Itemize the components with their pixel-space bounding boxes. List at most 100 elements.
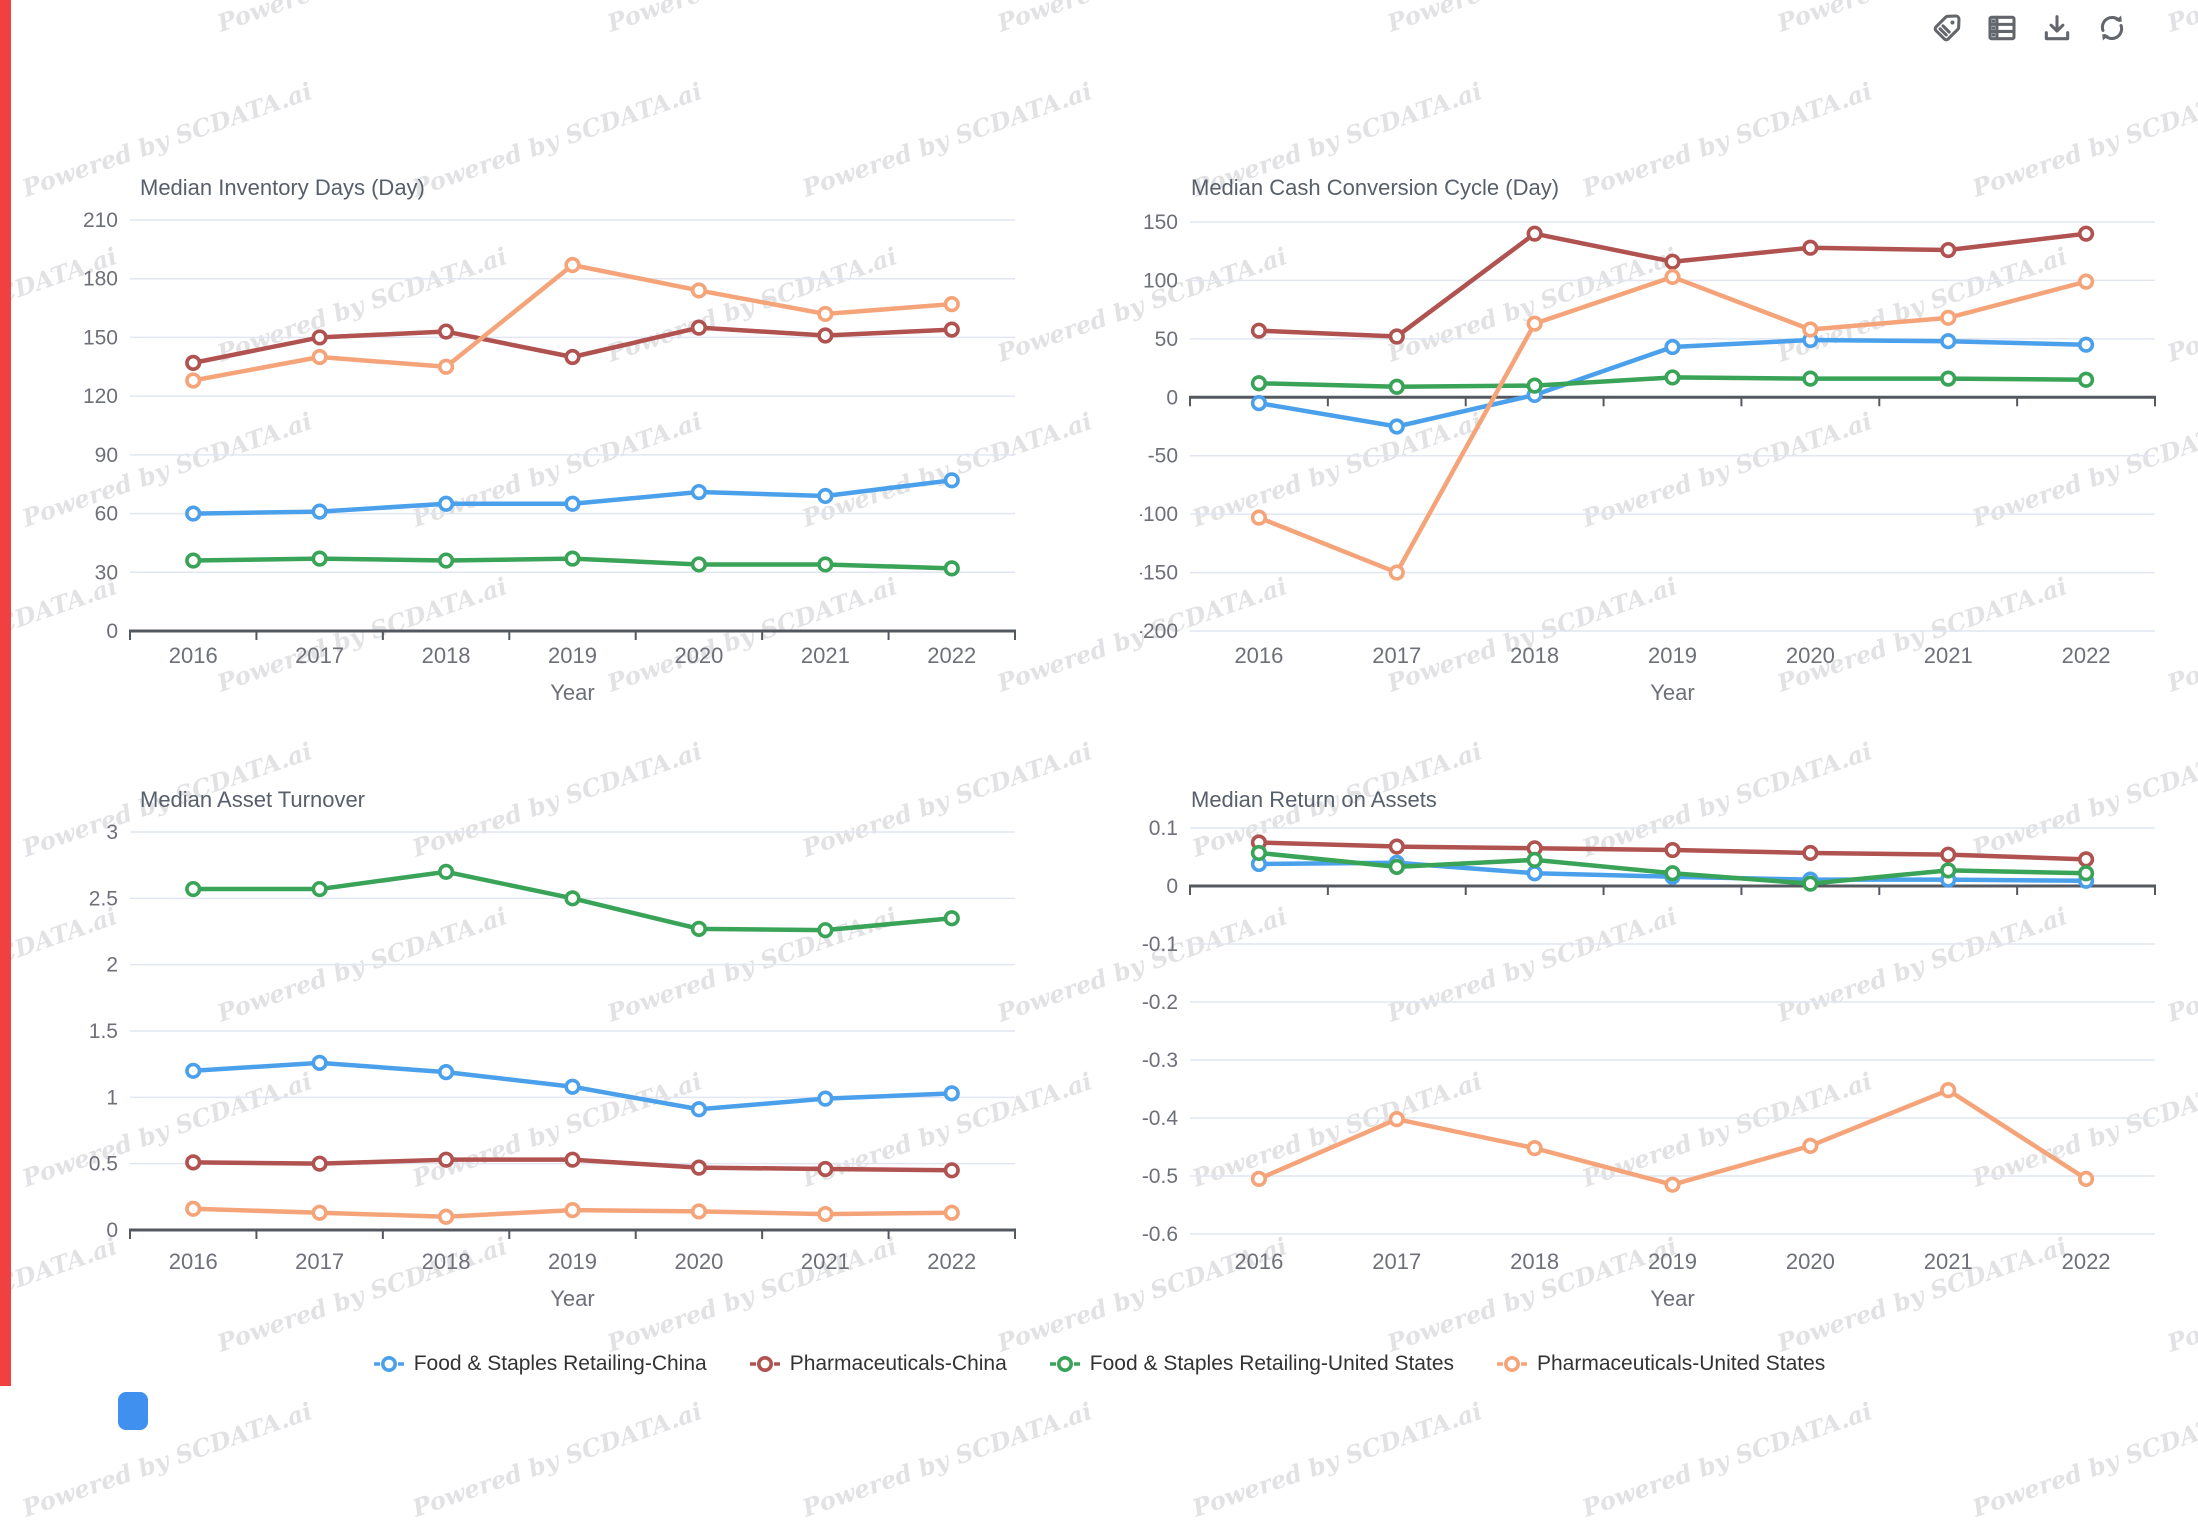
chart-title: Median Asset Turnover [140,787,366,812]
legend-label: Food & Staples Retailing-China [413,1352,707,1375]
watermark-text: Powered by SCDATA.ai [214,0,511,38]
svg-text:2021: 2021 [801,643,850,668]
svg-text:-50: -50 [1148,445,1178,468]
svg-text:2022: 2022 [927,1249,976,1274]
watermark-text: Powered by SCDATA.ai [408,1396,706,1523]
svg-text:-0.6: -0.6 [1142,1223,1178,1246]
x-axis-title: Year [1650,1286,1695,1311]
legend-item[interactable]: Food & Staples Retailing-China [373,1352,707,1376]
svg-text:2020: 2020 [674,643,723,668]
legend: Food & Staples Retailing-China Pharmaceut… [0,1344,2198,1384]
svg-text:-0.5: -0.5 [1142,1165,1178,1188]
svg-text:1: 1 [106,1086,118,1109]
tag-icon[interactable] [1931,12,1963,44]
chart-title: Median Cash Conversion Cycle (Day) [1191,175,1560,200]
svg-text:0: 0 [1166,386,1178,409]
legend-marker [749,1356,780,1372]
legend-label: Food & Staples Retailing-United States [1089,1352,1454,1375]
svg-text:90: 90 [95,444,118,467]
svg-text:150: 150 [83,326,118,349]
watermark-text: Powered by SCDATA.ai [2164,0,2198,38]
chart-title: Median Return on Assets [1191,787,1437,812]
svg-text:2020: 2020 [674,1249,723,1274]
x-axis-title: Year [1650,680,1695,705]
svg-text:30: 30 [95,561,118,584]
watermark-text: Powered by SCDATA.ai [1188,1396,1486,1523]
svg-text:2018: 2018 [422,643,471,668]
chart-canvas: 210 180 150 120 90 60 30 0 2016 2017 2018 2019 2020 2… [83,209,1016,668]
refresh-icon[interactable] [2096,12,2128,44]
svg-text:2016: 2016 [1234,1249,1283,1274]
svg-text:2017: 2017 [295,643,344,668]
chart-canvas: 3 2.5 2 1.5 1 0.5 0 2016 2017 2018 2019 2020 2021 202… [89,821,1016,1274]
svg-text:2: 2 [106,954,118,977]
left-edge-strip [0,0,11,1386]
svg-text:1.5: 1.5 [89,1020,118,1043]
svg-text:2018: 2018 [422,1249,471,1274]
table-icon[interactable] [1986,12,2018,44]
svg-text:3: 3 [106,821,118,844]
svg-text:2018: 2018 [1510,643,1559,668]
svg-text:2019: 2019 [1648,1249,1697,1274]
toolbar [1931,12,2128,44]
svg-text:0: 0 [106,620,118,643]
svg-text:-100: -100 [1140,503,1178,526]
svg-text:2022: 2022 [927,643,976,668]
svg-text:2017: 2017 [1372,643,1421,668]
svg-text:2019: 2019 [548,1249,597,1274]
svg-text:150: 150 [1143,211,1178,234]
svg-text:-200: -200 [1140,620,1178,643]
svg-text:60: 60 [95,503,118,526]
svg-text:2022: 2022 [2062,643,2111,668]
chart-median-cash-conversion-cycle: 150 100 50 0 -50 -100 -150 -200 2016 2017 2018 2019… [1140,150,2198,735]
svg-text:2016: 2016 [1234,643,1283,668]
legend-marker [1497,1356,1527,1372]
svg-text:2017: 2017 [1372,1249,1421,1274]
svg-text:210: 210 [83,209,118,232]
svg-text:-150: -150 [1140,562,1178,585]
svg-text:2020: 2020 [1786,1249,1835,1274]
chart-median-asset-turnover: 3 2.5 2 1.5 1 0.5 0 2016 2017 2018 2019 2020 2021 202… [80,770,1060,1330]
svg-text:100: 100 [1143,269,1178,292]
watermark-text: Powered by SCDATA.ai [0,0,121,38]
svg-text:120: 120 [83,385,118,408]
watermark-text: Powered by SCDATA.ai [604,0,901,38]
watermark-text: Powered by SCDATA.ai [1384,0,1681,38]
svg-text:-0.1: -0.1 [1142,933,1178,956]
svg-text:-0.4: -0.4 [1142,1107,1179,1130]
svg-text:2019: 2019 [548,643,597,668]
svg-text:0.1: 0.1 [1149,817,1178,840]
svg-text:2021: 2021 [1924,643,1973,668]
legend-item[interactable]: Pharmaceuticals-United States [1496,1352,1825,1376]
legend-marker [373,1356,404,1372]
svg-text:2021: 2021 [801,1249,850,1274]
legend-item[interactable]: Food & Staples Retailing-United States [1049,1352,1454,1376]
svg-text:2016: 2016 [169,1249,218,1274]
x-axis-title: Year [550,680,595,705]
legend-label: Pharmaceuticals-United States [1537,1352,1826,1375]
svg-text:0: 0 [1166,875,1178,898]
svg-text:2.5: 2.5 [89,887,118,910]
download-icon[interactable] [2041,12,2073,44]
svg-text:2017: 2017 [295,1249,344,1274]
corner-widget [118,1392,148,1430]
legend-label: Pharmaceuticals-China [789,1352,1007,1375]
svg-text:0: 0 [106,1219,118,1242]
chart-canvas: 0.1 0 -0.1 -0.2 -0.3 -0.4 -0.5 -0.6 2016 2017 2018… [1142,817,2156,1274]
watermark-text: Powered by SCDATA.ai [994,0,1291,38]
svg-text:2020: 2020 [1786,643,1835,668]
chart-title: Median Inventory Days (Day) [140,175,425,200]
legend-marker [1049,1356,1080,1372]
legend-item[interactable]: Pharmaceuticals-China [749,1352,1007,1376]
svg-text:2016: 2016 [169,643,218,668]
svg-text:-0.3: -0.3 [1142,1049,1178,1072]
svg-text:50: 50 [1155,328,1178,351]
watermark-text: Powered by SCDATA.ai [1968,1396,2198,1523]
chart-median-return-on-assets: 0.1 0 -0.1 -0.2 -0.3 -0.4 -0.5 -0.6 2016 2017 2018… [1140,770,2198,1330]
svg-text:2019: 2019 [1648,643,1697,668]
svg-text:-0.2: -0.2 [1142,991,1178,1014]
watermark-text: Powered by SCDATA.ai [1578,1396,1876,1523]
chart-canvas: 150 100 50 0 -50 -100 -150 -200 2016 2017 2018 2019… [1140,211,2156,668]
watermark-text: Powered by SCDATA.ai [18,1396,316,1523]
svg-text:2022: 2022 [2062,1249,2111,1274]
